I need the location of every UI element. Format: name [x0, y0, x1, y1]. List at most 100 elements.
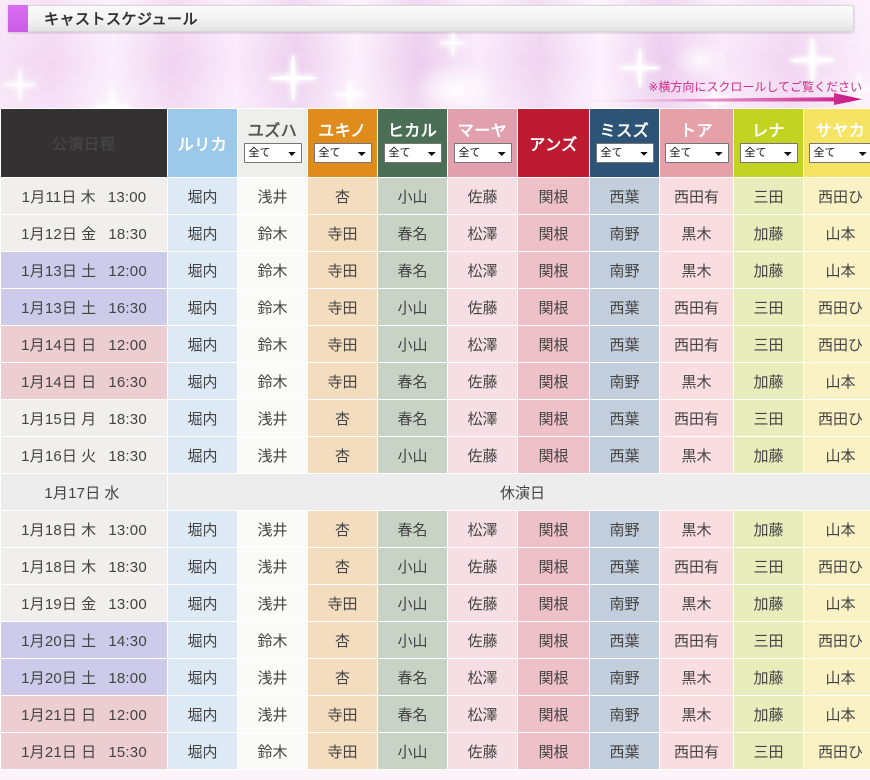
performance-date-cell: 1月14日日 12:00	[0, 325, 168, 363]
cast-cell: 西葉	[589, 399, 660, 437]
cast-cell: 堀内	[167, 510, 238, 548]
cast-cell: 関根	[517, 399, 590, 437]
table-header-row: 公演日程 ルリカ ユズハ 全て ユキノ 全て ヒカル 全て マーヤ 全て アンズ ミスズ 全て トア 全て…	[0, 108, 870, 178]
cast-cell: 春名	[377, 251, 448, 289]
table-row: 1月19日金 13:00 堀内 浅井 寺田 小山 佐藤 関根 南野 黒木 加藤 山本	[0, 584, 870, 622]
table-row: 1月12日金 18:30 堀内 鈴木 寺田 春名 松澤 関根 南野 黒木 加藤 山本	[0, 214, 870, 252]
cast-cell: 三田	[733, 547, 804, 585]
cast-cell: 加藤	[733, 214, 804, 252]
table-row: 1月18日木 18:30 堀内 浅井杏小山 佐藤 関根 西葉 西田有 三田 西田ひ	[0, 547, 870, 585]
cast-cell: 佐藤	[447, 584, 518, 622]
cast-cell: 関根	[517, 732, 590, 770]
filter-select-ヒカル[interactable]: 全て	[383, 142, 442, 163]
cast-cell: 堀内	[167, 584, 238, 622]
schedule-table-container[interactable]: 公演日程 ルリカ ユズハ 全て ユキノ 全て ヒカル 全て マーヤ 全て アンズ ミスズ 全て トア 全て…	[0, 108, 870, 770]
cast-cell: 山本	[803, 214, 870, 252]
cast-cell: 堀内	[167, 732, 238, 770]
cast-cell: 杏	[307, 177, 378, 215]
cast-cell: 堀内	[167, 621, 238, 659]
cast-cell: 西田ひ	[803, 399, 870, 437]
cast-cell: 小山	[377, 621, 448, 659]
cast-cell: 南野	[589, 362, 660, 400]
performance-date-cell: 1月19日金 13:00	[0, 584, 168, 622]
cast-cell: 寺田	[307, 251, 378, 289]
cast-cell: 堀内	[167, 399, 238, 437]
filter-select-ユズハ[interactable]: 全て	[243, 142, 302, 163]
table-row: 1月14日日 16:30 堀内 鈴木 寺田 春名 佐藤 関根 南野 黒木 加藤 山本	[0, 362, 870, 400]
cast-cell: 杏	[307, 621, 378, 659]
filter-select-ミスズ[interactable]: 全て	[595, 142, 654, 163]
cast-cell: 山本	[803, 510, 870, 548]
performance-date-cell: 1月13日土 16:30	[0, 288, 168, 326]
cast-cell: 鈴木	[237, 325, 308, 363]
closed-day-cell: 休演日	[167, 473, 870, 511]
column-header-レナ: レナ 全て	[733, 108, 804, 178]
filter-select-サヤカ[interactable]: 全て	[808, 142, 870, 163]
cast-cell: 南野	[589, 658, 660, 696]
cast-cell: 西田ひ	[803, 325, 870, 363]
cast-cell: 加藤	[733, 695, 804, 733]
column-header-トア: トア 全て	[659, 108, 734, 178]
filter-select-レナ[interactable]: 全て	[739, 142, 798, 163]
filter-select-ユキノ[interactable]: 全て	[313, 142, 372, 163]
column-header-ルリカ: ルリカ	[167, 108, 238, 178]
cast-cell: 西田有	[659, 325, 734, 363]
cast-cell: 寺田	[307, 362, 378, 400]
role-name-label: サヤカ	[815, 122, 866, 140]
column-header-マーヤ: マーヤ 全て	[447, 108, 518, 178]
cast-cell: 浅井	[237, 436, 308, 474]
cast-cell: 関根	[517, 658, 590, 696]
cast-cell: 西田有	[659, 288, 734, 326]
right-arrow-icon	[552, 93, 862, 105]
role-name-label: ミスズ	[599, 122, 650, 140]
cast-cell: 西葉	[589, 325, 660, 363]
cast-cell: 加藤	[733, 658, 804, 696]
table-row: 1月15日月 18:30 堀内 浅井杏春名 松澤 関根 西葉 西田有 三田 西田ひ	[0, 399, 870, 437]
cast-cell: 佐藤	[447, 547, 518, 585]
table-row: 1月11日木 13:00 堀内 浅井杏小山 佐藤 関根 西葉 西田有 三田 西田ひ	[0, 177, 870, 215]
cast-cell: 西葉	[589, 732, 660, 770]
filter-select-トア[interactable]: 全て	[664, 142, 729, 163]
performance-date-cell: 1月18日木 13:00	[0, 510, 168, 548]
cast-cell: 堀内	[167, 547, 238, 585]
performance-date-cell: 1月21日日 12:00	[0, 695, 168, 733]
cast-cell: 松澤	[447, 251, 518, 289]
cast-cell: 加藤	[733, 584, 804, 622]
cast-cell: 西田有	[659, 399, 734, 437]
cast-cell: 山本	[803, 695, 870, 733]
cast-cell: 寺田	[307, 214, 378, 252]
role-name-label: ユキノ	[318, 122, 367, 140]
table-row: 1月21日日 12:00 堀内 浅井 寺田 春名 松澤 関根 南野 黒木 加藤 山本	[0, 695, 870, 733]
cast-cell: 西田ひ	[803, 547, 870, 585]
table-row: 1月21日日 15:30 堀内 鈴木 寺田 小山 佐藤 関根 西葉 西田有 三田 西田ひ	[0, 732, 870, 770]
cast-cell: 鈴木	[237, 288, 308, 326]
cast-cell: 西葉	[589, 288, 660, 326]
cast-cell: 関根	[517, 584, 590, 622]
performance-date-cell: 1月20日土 18:00	[0, 658, 168, 696]
role-name-label: アンズ	[529, 137, 578, 154]
cast-cell: 黒木	[659, 214, 734, 252]
cast-cell: 西葉	[589, 177, 660, 215]
filter-select-マーヤ[interactable]: 全て	[453, 142, 512, 163]
cast-cell: 黒木	[659, 695, 734, 733]
column-header-サヤカ: サヤカ 全て	[803, 108, 870, 178]
cast-cell: 山本	[803, 251, 870, 289]
table-row: 1月13日土 12:00 堀内 鈴木 寺田 春名 松澤 関根 南野 黒木 加藤 山本	[0, 251, 870, 289]
cast-cell: 鈴木	[237, 621, 308, 659]
cast-cell: 佐藤	[447, 732, 518, 770]
cast-cell: 山本	[803, 362, 870, 400]
cast-cell: 西田ひ	[803, 288, 870, 326]
table-row: 1月17日水休演日	[0, 473, 870, 511]
cast-cell: 浅井	[237, 695, 308, 733]
page-title: キャストスケジュール	[44, 11, 198, 28]
cast-cell: 小山	[377, 325, 448, 363]
cast-cell: 黒木	[659, 362, 734, 400]
cast-cell: 小山	[377, 436, 448, 474]
cast-cell: 三田	[733, 288, 804, 326]
cast-cell: 西田ひ	[803, 177, 870, 215]
cast-cell: 浅井	[237, 399, 308, 437]
cast-cell: 松澤	[447, 214, 518, 252]
role-name-label: トア	[679, 122, 713, 140]
cast-cell: 寺田	[307, 584, 378, 622]
role-name-label: マーヤ	[457, 122, 508, 140]
